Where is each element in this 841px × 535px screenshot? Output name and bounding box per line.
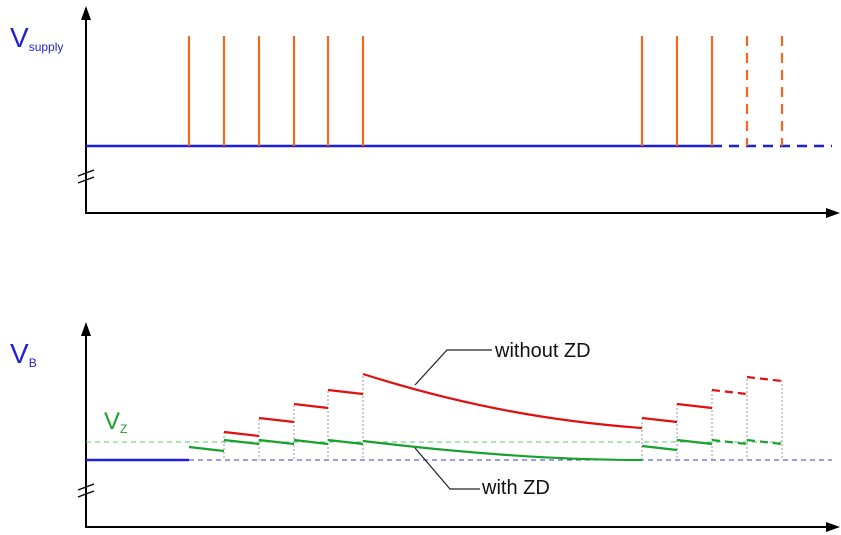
vsupply-axis-label: Vsupply xyxy=(10,22,64,54)
vsupply-label-sub: supply xyxy=(28,40,64,54)
supply-pulses xyxy=(187,36,784,146)
vb-axis-label: VB xyxy=(10,338,37,370)
vz-label: VZ xyxy=(104,408,128,436)
vz-label-main: V xyxy=(104,408,121,435)
with-zd-leader xyxy=(414,447,480,490)
step-helper-lines xyxy=(223,376,783,460)
without-zd-curve xyxy=(223,372,783,438)
vb-y-axis xyxy=(77,322,95,527)
vb-x-axis xyxy=(85,522,840,532)
vb-label-sub: B xyxy=(28,356,37,370)
with-zd-curve xyxy=(188,438,783,462)
supply-panel xyxy=(77,6,840,218)
annotation-without-zd: without ZD xyxy=(495,340,591,362)
vb-label-main: V xyxy=(10,338,29,369)
vsupply-label-main: V xyxy=(10,22,29,53)
vz-label-sub: Z xyxy=(120,422,128,436)
vb-panel xyxy=(77,322,840,532)
supply-y-axis xyxy=(77,6,95,213)
annotation-with-zd: with ZD xyxy=(482,477,550,499)
supply-x-axis xyxy=(85,208,840,218)
without-zd-leader xyxy=(414,349,492,386)
